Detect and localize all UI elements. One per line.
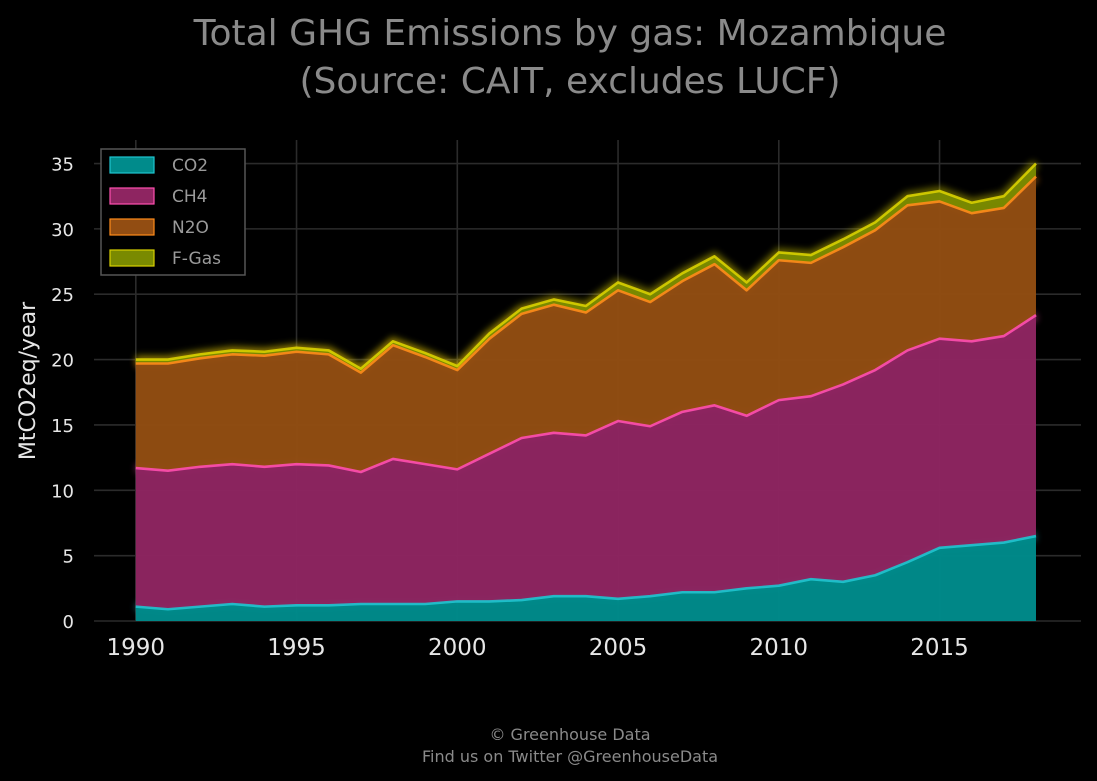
legend-label-f-gas: F-Gas	[172, 249, 221, 269]
y-tick-label: 15	[51, 416, 74, 437]
axes: 0 5 10 15 20 25 30 35 1990 1995 2000 2005 2010 2015	[51, 155, 969, 661]
legend-label-co2: CO2	[172, 156, 208, 176]
y-tick-label: 20	[51, 351, 74, 372]
y-tick-label: 5	[63, 547, 74, 568]
y-tick-label: 10	[51, 481, 74, 502]
x-tick-label: 2015	[910, 635, 969, 661]
series-line-co2	[135, 534, 1037, 611]
series-area-ch4	[135, 315, 1036, 610]
series-line-f-gas	[135, 162, 1037, 371]
legend-label-n2o: N2O	[172, 218, 209, 238]
legend-swatch-n2o	[109, 218, 155, 236]
y-tick-label: 35	[51, 155, 74, 176]
x-tick-label: 1995	[267, 635, 326, 661]
chart-title-line-1: Total GHG Emissions by gas: Mozambique	[193, 13, 947, 54]
x-tick-label: 1990	[107, 635, 166, 661]
plot-lines	[135, 162, 1037, 611]
legend-swatch-ch4	[109, 187, 155, 205]
legend-label-ch4: CH4	[172, 187, 207, 207]
footer-twitter: Find us on Twitter @GreenhouseData	[422, 747, 718, 766]
legend-swatch-co2	[109, 156, 155, 174]
legend-swatch-f-gas	[109, 249, 155, 267]
legend: CO2 CH4 N2O F-Gas	[100, 148, 246, 276]
x-tick-label: 2000	[428, 635, 487, 661]
footer-copyright: © Greenhouse Data	[489, 725, 650, 744]
series-line-n2o	[135, 175, 1037, 374]
series-line-ch4	[135, 314, 1037, 474]
chart-title-line-2: (Source: CAIT, excludes LUCF)	[299, 61, 840, 102]
y-axis-label: MtCO2eq/year	[16, 301, 41, 460]
x-tick-label: 2005	[589, 635, 648, 661]
x-tick-label: 2010	[750, 635, 809, 661]
y-tick-label: 0	[63, 612, 74, 633]
y-tick-label: 30	[51, 220, 74, 241]
series-area-co2	[135, 536, 1036, 621]
y-tick-label: 25	[51, 285, 74, 306]
series-area-n2o	[135, 176, 1036, 472]
